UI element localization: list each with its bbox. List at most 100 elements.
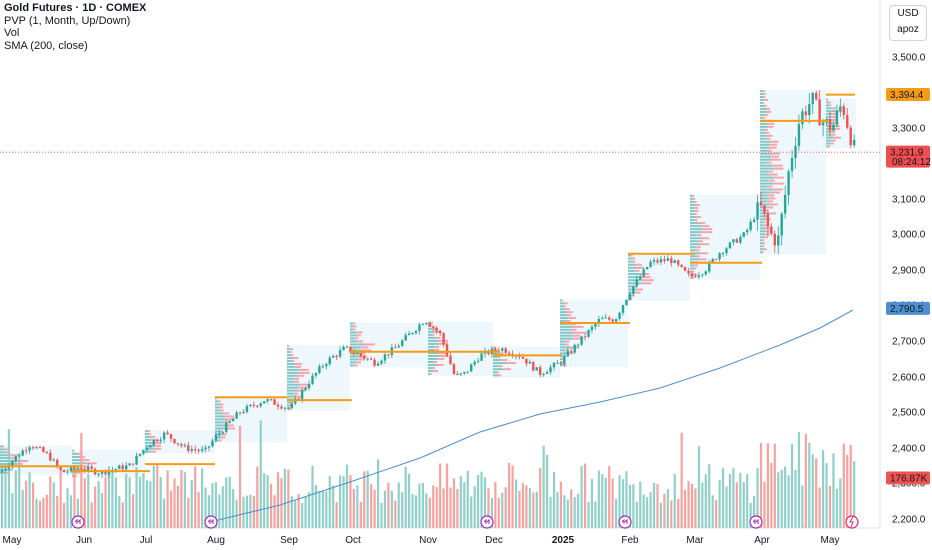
profile-bar-down [769,146,777,149]
profile-bar-down [831,113,837,116]
profile-bar-up [760,101,763,104]
candle-body [114,468,118,470]
candle-body [197,450,200,452]
profile-bar-down [434,345,440,348]
candle-body [28,447,31,451]
candle-body [311,375,314,384]
volume-bar [763,481,766,528]
profile-bar-down [15,460,29,463]
volume-bar [628,484,631,528]
pvp-indicator-label[interactable]: PVP (1, Month, Up/Down) [4,14,131,27]
volume-bar [328,476,331,528]
profile-bar-up [493,355,498,358]
volume-bar [780,469,783,528]
profile-bar-up [428,373,430,376]
candle-body [107,470,111,475]
candle-body [525,358,528,364]
candle-body [325,364,328,367]
candle-body [459,373,463,375]
volume-bar [711,495,714,528]
candle-body [235,412,238,419]
volume-bar [373,489,376,528]
event-icon [74,518,81,524]
volume-bar [577,493,580,528]
candle-body [359,353,362,357]
profile-bar-down [571,334,581,337]
candle-body [570,351,573,353]
symbol-title[interactable]: Gold Futures · 1D · COMEX [4,2,147,14]
sma-indicator-label[interactable]: SMA (200, close) [4,39,88,52]
profile-bar-down [769,143,778,146]
volume-bar [666,489,669,528]
profile-bar-down [765,107,771,110]
profile-bar-up [760,140,771,143]
profile-bar-up [560,317,569,320]
candle-body [238,412,242,414]
currency-selector[interactable]: USD apoz [889,5,927,41]
volume-bar [445,463,449,528]
profile-bar-down [299,383,311,386]
profile-bar-up [0,451,5,454]
candle-body [711,259,714,263]
volume-bar [66,488,69,528]
volume-bar [801,485,804,528]
volume-bars [0,420,856,528]
volume-bar [380,502,383,528]
profile-bar-down [219,403,224,406]
candle-body [307,383,311,389]
profile-bar-up [690,203,696,206]
volume-bar [532,492,535,528]
profile-bar-down [436,357,445,360]
profile-bar-down [771,158,781,161]
profile-bar-up [760,215,765,218]
profile-bar-down [767,194,775,197]
volume-bar [49,476,52,528]
volume-bar [849,444,852,528]
profile-bar-down [10,454,20,457]
volume-bar [646,497,649,528]
profile-bar-up [72,462,86,465]
profile-bar-down [694,209,699,212]
profile-bar-down [764,113,769,116]
profile-bar-up [760,173,770,176]
profile-bar-up [690,249,696,252]
profile-bar-up [428,348,435,351]
profile-bar-down [694,219,698,222]
candle-body [45,452,49,454]
volume-bar [787,475,790,528]
volume-bar [90,502,93,528]
candle-body [742,232,745,237]
candle-body [507,352,511,355]
profile-bar-down [772,188,784,191]
time-tick-label: Feb [621,535,639,546]
volume-bar [642,494,645,528]
volume-bar [608,466,611,528]
sma-line [209,309,854,523]
profile-bar-up [760,152,771,155]
volume-indicator-label[interactable]: Vol [4,27,20,39]
volume-bar [828,485,832,528]
candle-body [576,344,580,346]
volume-bar [211,483,214,528]
profile-bar-down [225,418,235,421]
price-tick-label: 2,500.0 [892,408,926,419]
candle-body [580,336,583,345]
candle-body [42,447,45,453]
profile-bar-down [288,345,290,348]
profile-bar-down [81,459,90,462]
profile-bar-down [8,457,17,460]
profile-bar-up [760,245,763,248]
volume-bar [580,466,583,528]
volume-bar [466,470,469,528]
candle-body [528,361,532,364]
candle-body [801,111,804,125]
volume-bar [152,465,155,528]
candle-body [780,213,783,236]
profile-bar-up [350,364,355,367]
candle-body [621,305,625,313]
profile-bar-up [560,349,566,352]
volume-bar [818,487,821,528]
volume-bar [480,471,483,528]
candle-body [804,111,808,116]
